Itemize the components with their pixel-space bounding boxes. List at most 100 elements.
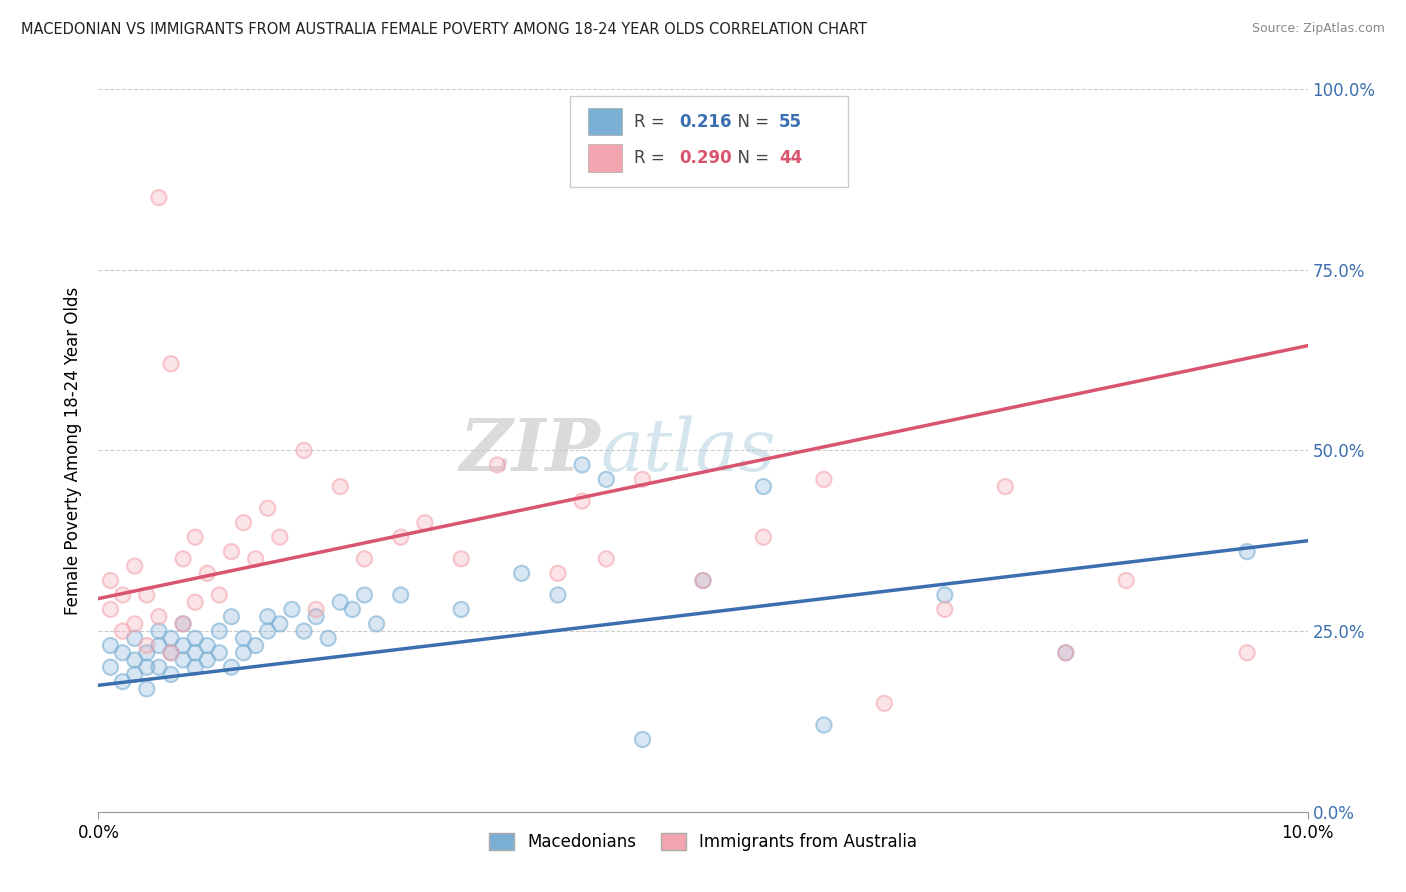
Point	[195, 566, 218, 581]
Point	[256, 501, 278, 516]
Point	[135, 681, 157, 696]
Point	[221, 544, 243, 558]
Point	[111, 624, 134, 639]
Point	[450, 602, 472, 616]
Point	[172, 653, 194, 667]
Text: 0.216: 0.216	[679, 112, 731, 131]
Point	[353, 551, 375, 566]
Point	[111, 674, 134, 689]
Point	[184, 632, 207, 646]
Point	[124, 632, 146, 646]
Point	[813, 718, 835, 732]
Point	[221, 544, 243, 558]
Point	[547, 588, 569, 602]
Text: N =: N =	[727, 149, 775, 167]
Point	[111, 674, 134, 689]
Point	[148, 624, 170, 639]
FancyBboxPatch shape	[588, 108, 621, 136]
Point	[571, 458, 593, 472]
Point	[221, 660, 243, 674]
Point	[135, 660, 157, 674]
Text: MACEDONIAN VS IMMIGRANTS FROM AUSTRALIA FEMALE POVERTY AMONG 18-24 YEAR OLDS COR: MACEDONIAN VS IMMIGRANTS FROM AUSTRALIA …	[21, 22, 868, 37]
Point	[256, 501, 278, 516]
Text: 44: 44	[779, 149, 803, 167]
Point	[329, 595, 352, 609]
Point	[305, 609, 328, 624]
Point	[172, 616, 194, 631]
Point	[292, 624, 315, 639]
Point	[547, 588, 569, 602]
FancyBboxPatch shape	[588, 145, 621, 171]
Point	[994, 480, 1017, 494]
Point	[366, 616, 388, 631]
Point	[124, 616, 146, 631]
Point	[160, 667, 183, 681]
Point	[571, 494, 593, 508]
Point	[135, 660, 157, 674]
Point	[1054, 646, 1077, 660]
Point	[111, 646, 134, 660]
Point	[184, 632, 207, 646]
Point	[1054, 646, 1077, 660]
Point	[292, 443, 315, 458]
Point	[160, 646, 183, 660]
Text: Source: ZipAtlas.com: Source: ZipAtlas.com	[1251, 22, 1385, 36]
Point	[353, 588, 375, 602]
Point	[342, 602, 364, 616]
Point	[1236, 646, 1258, 660]
Legend: Macedonians, Immigrants from Australia: Macedonians, Immigrants from Australia	[482, 826, 924, 857]
Point	[172, 551, 194, 566]
Point	[100, 602, 122, 616]
Text: atlas: atlas	[600, 415, 776, 486]
Text: 0.290: 0.290	[679, 149, 731, 167]
Point	[208, 646, 231, 660]
Text: 55: 55	[779, 112, 803, 131]
Point	[208, 588, 231, 602]
Point	[160, 646, 183, 660]
Point	[232, 632, 254, 646]
Point	[389, 530, 412, 544]
Point	[269, 616, 291, 631]
Point	[571, 494, 593, 508]
Point	[269, 616, 291, 631]
Point	[256, 609, 278, 624]
Point	[813, 718, 835, 732]
Point	[752, 530, 775, 544]
Point	[595, 472, 617, 486]
Text: ZIP: ZIP	[460, 415, 600, 486]
Point	[100, 574, 122, 588]
Point	[135, 588, 157, 602]
Point	[135, 646, 157, 660]
Point	[111, 588, 134, 602]
Point	[934, 602, 956, 616]
Point	[752, 480, 775, 494]
Point	[934, 588, 956, 602]
Point	[692, 574, 714, 588]
Point	[994, 480, 1017, 494]
Point	[1236, 544, 1258, 558]
Point	[510, 566, 533, 581]
Point	[111, 646, 134, 660]
Point	[160, 646, 183, 660]
Point	[547, 566, 569, 581]
Point	[148, 639, 170, 653]
Point	[111, 624, 134, 639]
Point	[135, 681, 157, 696]
Point	[160, 632, 183, 646]
Point	[305, 602, 328, 616]
Point	[100, 639, 122, 653]
Point	[172, 551, 194, 566]
Point	[389, 588, 412, 602]
Point	[631, 472, 654, 486]
Point	[184, 660, 207, 674]
Point	[172, 616, 194, 631]
Point	[1054, 646, 1077, 660]
Point	[305, 609, 328, 624]
Point	[692, 574, 714, 588]
Y-axis label: Female Poverty Among 18-24 Year Olds: Female Poverty Among 18-24 Year Olds	[63, 286, 82, 615]
Point	[148, 609, 170, 624]
Point	[184, 595, 207, 609]
Point	[100, 660, 122, 674]
Point	[172, 616, 194, 631]
Point	[450, 551, 472, 566]
